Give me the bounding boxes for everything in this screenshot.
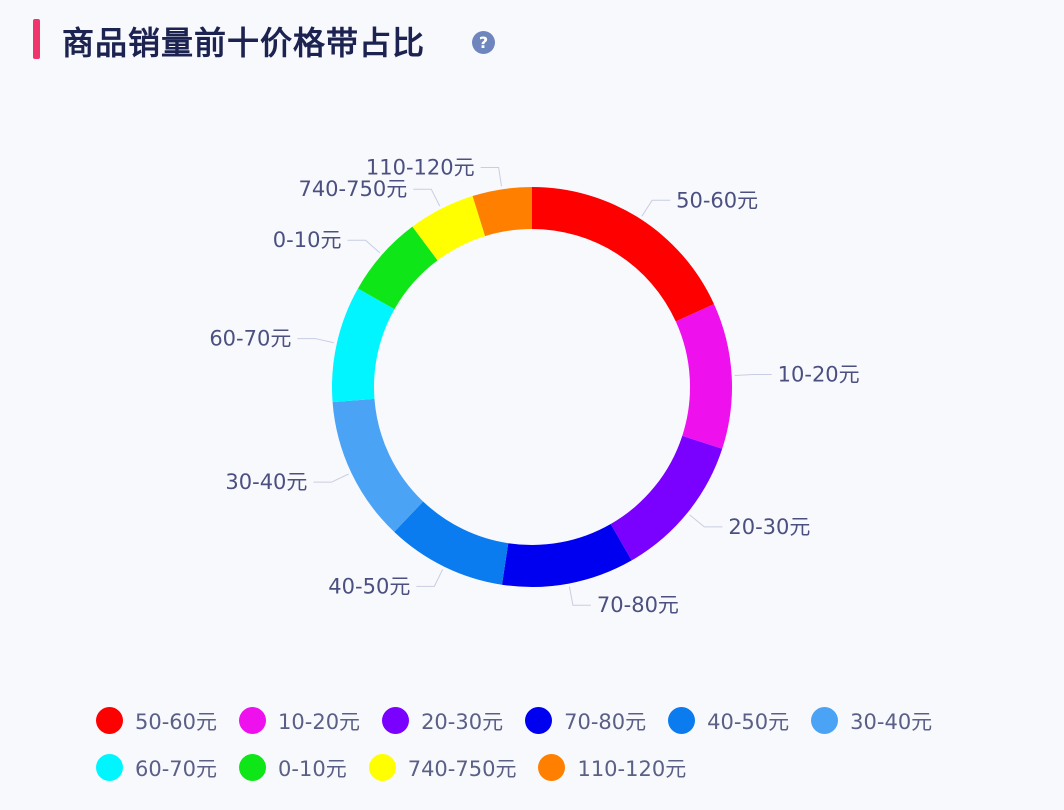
legend-label: 50-60元 <box>135 709 218 734</box>
donut-slice[interactable] <box>332 398 424 532</box>
label-leader-line <box>347 239 381 254</box>
label-leader-line <box>689 514 723 528</box>
donut-chart: 50-60元 10-20元 20-30元 70-80元 40-50元 30-40元 60-7… <box>209 156 860 618</box>
label-leader-line <box>313 473 349 483</box>
legend-color-swatch <box>382 707 410 734</box>
label-leader-line <box>297 338 334 344</box>
slice-label: 60-70元 <box>209 327 291 351</box>
legend-row: 60-70元 0-10元 740-750元 110-120元 <box>96 744 1016 791</box>
legend-row: 50-60元 10-20元 20-30元 70-80元 40-50元 30-40元 <box>96 697 1016 744</box>
slice-label: 20-30元 <box>728 515 810 539</box>
chart-legend: 50-60元 10-20元 20-30元 70-80元 40-50元 30-40元 60-7… <box>96 697 1016 791</box>
slice-label: 50-60元 <box>676 188 758 212</box>
legend-label: 0-10元 <box>278 756 347 781</box>
title-accent-bar <box>33 19 40 59</box>
legend-color-swatch <box>239 707 267 734</box>
legend-label: 10-20元 <box>278 709 361 734</box>
donut-slice[interactable] <box>332 288 395 403</box>
donut-slice[interactable] <box>412 196 486 261</box>
donut-slice[interactable] <box>394 501 509 585</box>
label-leader-line <box>734 373 772 377</box>
label-leader-line <box>568 586 591 606</box>
slice-label: 0-10元 <box>273 228 342 252</box>
legend-color-swatch <box>668 707 696 734</box>
legend-color-swatch <box>239 754 267 781</box>
legend-label: 70-80元 <box>564 709 647 734</box>
slice-label: 40-50元 <box>328 574 410 598</box>
legend-item[interactable]: 0-10元 <box>239 753 347 783</box>
label-leader-line <box>480 167 502 187</box>
page-title: 商品销量前十价格带占比 <box>62 24 426 62</box>
slice-label: 30-40元 <box>225 470 307 494</box>
legend-item[interactable]: 30-40元 <box>811 706 932 736</box>
legend-label: 110-120元 <box>577 756 687 781</box>
legend-color-swatch <box>525 707 553 734</box>
slice-label: 10-20元 <box>778 362 860 386</box>
donut-slice[interactable] <box>610 435 723 561</box>
legend-label: 740-750元 <box>407 756 517 781</box>
legend-label: 40-50元 <box>707 709 790 734</box>
legend-item[interactable]: 40-50元 <box>668 706 789 736</box>
legend-color-swatch <box>811 707 839 734</box>
donut-slice[interactable] <box>501 523 632 587</box>
legend-item[interactable]: 10-20元 <box>239 706 360 736</box>
legend-color-swatch <box>538 754 566 781</box>
slice-label: 70-80元 <box>597 593 679 617</box>
legend-item[interactable]: 20-30元 <box>382 706 503 736</box>
legend-label: 20-30元 <box>421 709 504 734</box>
legend-color-swatch <box>368 754 396 781</box>
legend-color-swatch <box>96 754 123 781</box>
help-icon[interactable]: ? <box>472 31 495 54</box>
label-leader-line <box>641 199 671 217</box>
donut-slice[interactable] <box>532 187 715 322</box>
legend-item[interactable]: 60-70元 <box>96 753 217 783</box>
legend-item[interactable]: 50-60元 <box>96 706 217 736</box>
donut-slice[interactable] <box>472 187 532 237</box>
legend-color-swatch <box>96 707 123 734</box>
slice-label: 110-120元 <box>366 156 475 180</box>
label-leader-line <box>416 569 444 587</box>
legend-item[interactable]: 110-120元 <box>538 753 686 783</box>
donut-slice[interactable] <box>675 304 732 449</box>
slice-label: 740-750元 <box>298 177 407 201</box>
legend-label: 60-70元 <box>135 756 218 781</box>
legend-item[interactable]: 740-750元 <box>368 753 517 783</box>
donut-slice[interactable] <box>357 226 438 310</box>
legend-label: 30-40元 <box>850 709 933 734</box>
label-leader-line <box>413 188 441 207</box>
legend-item[interactable]: 70-80元 <box>525 706 646 736</box>
